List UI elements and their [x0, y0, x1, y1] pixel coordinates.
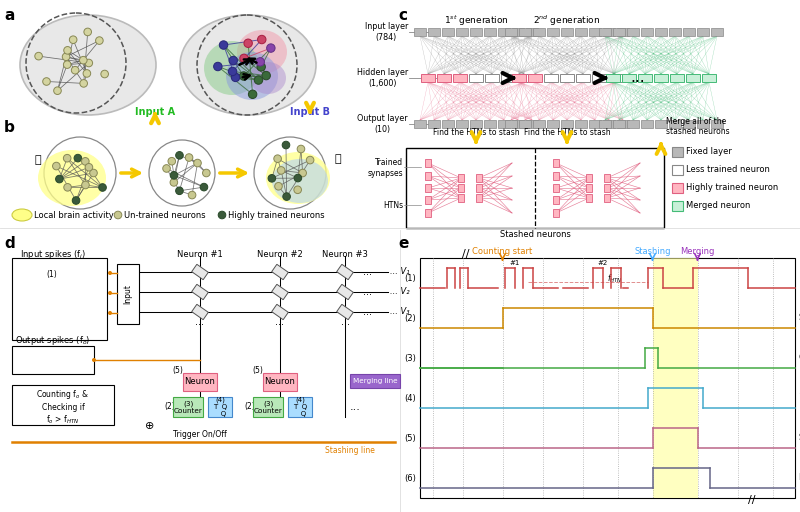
Circle shape	[83, 70, 90, 77]
Bar	[560, 74, 574, 82]
Bar	[672, 183, 683, 193]
Ellipse shape	[237, 30, 287, 74]
Text: T flip-flop (output): T flip-flop (output)	[799, 394, 800, 402]
Bar	[470, 120, 482, 128]
Bar	[575, 28, 587, 36]
Circle shape	[218, 211, 226, 219]
Bar	[622, 74, 636, 82]
Text: (4): (4)	[404, 394, 416, 402]
Ellipse shape	[38, 150, 106, 206]
Text: Trigger On/Off: Trigger On/Off	[173, 430, 227, 439]
Text: ...: ...	[363, 307, 373, 317]
Text: Spike: Spike	[799, 273, 800, 283]
Text: Un-trained neurons: Un-trained neurons	[124, 210, 206, 220]
Circle shape	[101, 70, 109, 78]
Bar	[456, 28, 468, 36]
Text: c: c	[398, 8, 407, 23]
Bar	[683, 120, 695, 128]
Circle shape	[70, 36, 77, 44]
Bar	[604, 174, 610, 182]
Text: Merged neuron: Merged neuron	[686, 202, 750, 210]
Bar	[672, 147, 683, 157]
Bar	[420, 258, 795, 498]
Bar	[437, 74, 451, 82]
Text: Neuron: Neuron	[265, 377, 295, 387]
Bar	[517, 74, 531, 82]
Bar	[337, 264, 354, 280]
Bar	[512, 120, 524, 128]
Circle shape	[34, 52, 42, 60]
Bar	[337, 284, 354, 300]
Circle shape	[64, 47, 71, 54]
Ellipse shape	[180, 15, 316, 115]
Text: //: //	[747, 495, 755, 505]
Bar	[711, 28, 723, 36]
Text: d: d	[4, 236, 14, 251]
Circle shape	[176, 152, 183, 159]
Bar	[192, 304, 208, 319]
Text: #2: #2	[598, 260, 608, 266]
Text: (3)
Counter: (3) Counter	[174, 400, 202, 414]
Circle shape	[63, 61, 71, 69]
Bar	[498, 120, 510, 128]
Bar	[484, 120, 496, 128]
Text: $f_{HTN}$: $f_{HTN}$	[607, 273, 623, 285]
Bar	[425, 209, 431, 217]
Circle shape	[44, 137, 116, 209]
Circle shape	[108, 311, 112, 315]
Text: Find the HTNs to stash: Find the HTNs to stash	[433, 128, 519, 137]
Text: Highly trained neuron: Highly trained neuron	[686, 183, 778, 193]
Bar	[586, 174, 592, 182]
Bar	[425, 196, 431, 204]
Circle shape	[176, 187, 183, 195]
Bar	[553, 209, 559, 217]
Bar	[519, 28, 531, 36]
Bar	[604, 194, 610, 202]
Text: Hidden layer
(1,600): Hidden layer (1,600)	[357, 68, 408, 88]
Bar	[669, 28, 681, 36]
Bar	[655, 120, 667, 128]
Bar	[544, 74, 558, 82]
Bar	[683, 28, 695, 36]
Circle shape	[262, 71, 270, 80]
Ellipse shape	[272, 159, 328, 203]
Text: Output spikes (f$_o$): Output spikes (f$_o$)	[15, 334, 90, 347]
Text: (5): (5)	[404, 434, 416, 442]
Bar	[476, 194, 482, 202]
Ellipse shape	[266, 152, 330, 204]
Text: //: //	[462, 249, 470, 259]
Text: Merge all of the
stashed neurons: Merge all of the stashed neurons	[666, 117, 730, 136]
Text: ...: ...	[195, 317, 205, 327]
Bar	[272, 304, 288, 319]
Text: Neuron #1: Neuron #1	[177, 250, 223, 259]
Text: (3): (3)	[404, 353, 416, 362]
Bar	[606, 74, 620, 82]
Bar	[586, 194, 592, 202]
Text: Counting f$_o$ &
Checking if
f$_o$ > f$_{HTN}$: Counting f$_o$ & Checking if f$_o$ > f$_…	[36, 388, 90, 426]
Circle shape	[294, 174, 302, 182]
Ellipse shape	[226, 52, 278, 100]
Ellipse shape	[204, 41, 260, 95]
Circle shape	[229, 56, 238, 65]
Text: ...: ...	[363, 287, 373, 297]
Circle shape	[149, 140, 215, 206]
Text: Stashing line: Stashing line	[325, 446, 375, 455]
Circle shape	[244, 39, 252, 48]
Circle shape	[254, 76, 262, 84]
Circle shape	[79, 56, 87, 64]
Circle shape	[72, 197, 80, 204]
Bar	[617, 28, 629, 36]
Bar	[501, 74, 515, 82]
Bar	[553, 159, 559, 167]
Circle shape	[268, 175, 276, 182]
Circle shape	[274, 182, 282, 190]
Text: e: e	[398, 236, 408, 251]
Text: Merging: Merging	[680, 247, 714, 256]
Circle shape	[186, 154, 193, 161]
Circle shape	[64, 183, 71, 191]
Bar	[654, 74, 668, 82]
Text: Counting start: Counting start	[472, 247, 533, 256]
Circle shape	[282, 141, 290, 149]
Bar	[653, 258, 698, 498]
Text: 💡: 💡	[334, 154, 342, 164]
